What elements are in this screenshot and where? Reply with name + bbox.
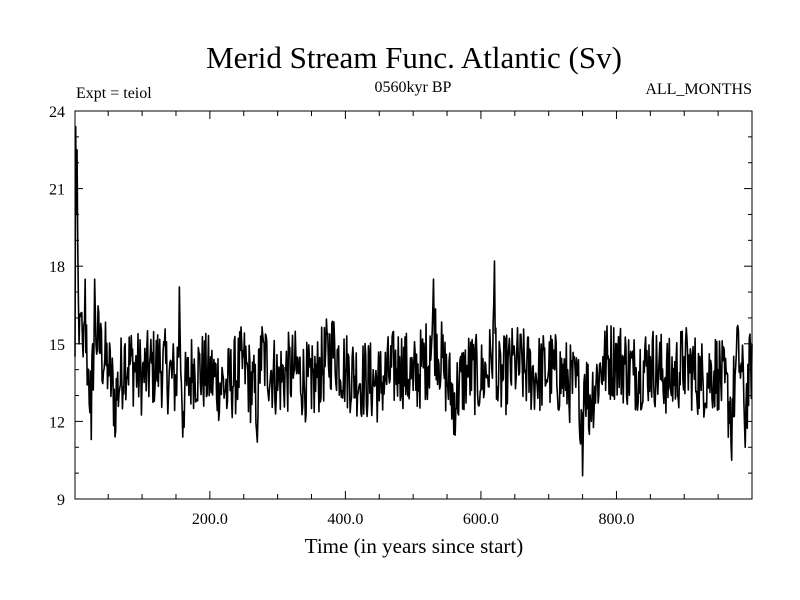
x-tick-label: 800.0 — [598, 511, 634, 528]
x-axis-label: Time (in years since start) — [305, 534, 524, 558]
y-tick-label: 21 — [49, 182, 65, 199]
x-tick-label: 600.0 — [463, 511, 499, 528]
series-line — [74, 125, 753, 477]
y-tick-label: 12 — [49, 414, 65, 431]
y-tick-label: 15 — [49, 337, 65, 354]
period-label: 0560kyr BP — [375, 79, 452, 96]
y-tick-label: 24 — [49, 104, 65, 121]
x-tick-label: 200.0 — [192, 511, 228, 528]
chart-title: Merid Stream Func. Atlantic (Sv) — [206, 40, 622, 75]
y-tick-label: 18 — [49, 259, 65, 276]
y-tick-label: 9 — [57, 492, 65, 509]
months-label: ALL_MONTHS — [645, 81, 752, 98]
plot-area: 200.0 400.0 600.0 800.0 9 12 15 18 21 24 — [49, 104, 753, 528]
x-tick-label: 400.0 — [327, 511, 363, 528]
experiment-label: Expt = teiol — [76, 85, 152, 102]
